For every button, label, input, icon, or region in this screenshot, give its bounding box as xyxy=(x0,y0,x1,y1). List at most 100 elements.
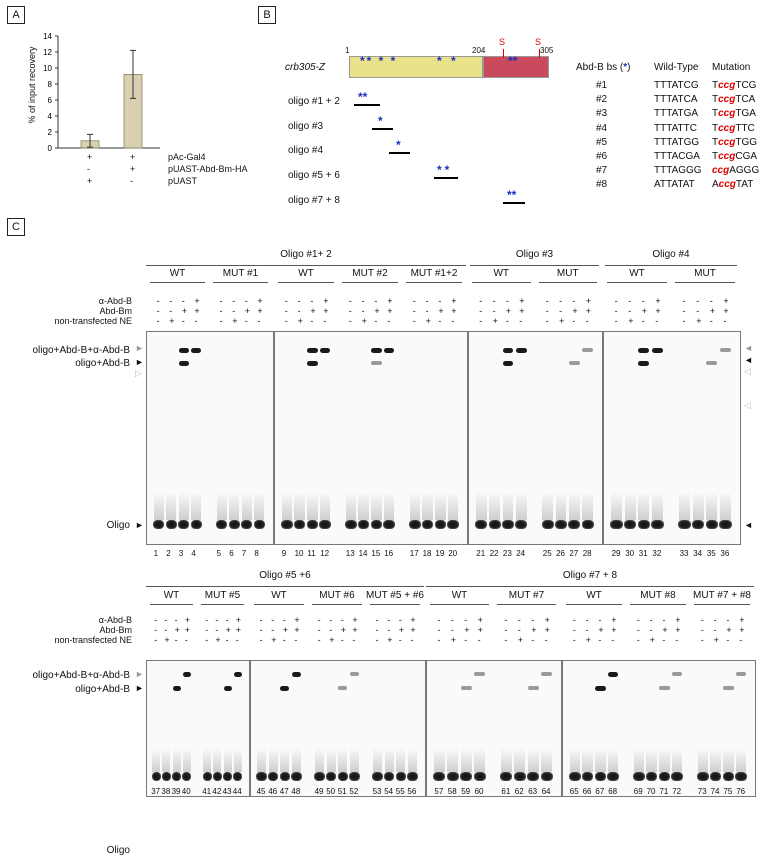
lane-number: 73 xyxy=(697,787,707,796)
shift-band xyxy=(307,361,318,366)
supershift-band xyxy=(515,348,527,353)
smear xyxy=(358,492,369,520)
sign-anti: - xyxy=(387,615,391,625)
supershift-band xyxy=(178,348,189,353)
smear xyxy=(502,492,514,520)
sign-ne: - xyxy=(739,635,743,645)
open-arrow-left: ▷ xyxy=(135,368,142,378)
sub-group-title: WT xyxy=(629,268,645,279)
oligo-label-5: oligo #7 + 8 xyxy=(288,195,340,206)
sign-abdbm: - xyxy=(329,625,333,635)
sign-ne: - xyxy=(294,635,298,645)
sign-anti: - xyxy=(726,615,730,625)
lane-number: 67 xyxy=(595,787,605,796)
bs-wildtype: TTTATCA xyxy=(654,94,698,106)
smear xyxy=(719,492,731,520)
sign-abdbm: - xyxy=(232,306,236,316)
sign-abdbm: + xyxy=(323,306,329,316)
smear xyxy=(646,748,657,772)
lane-number: 72 xyxy=(672,787,682,796)
coord-1: 1 xyxy=(345,46,350,55)
mut-prefix: T xyxy=(712,151,719,162)
smear xyxy=(541,748,552,772)
lane-number: 35 xyxy=(706,549,716,558)
condition-sign: - xyxy=(87,164,90,174)
sub-group-rule xyxy=(430,604,489,605)
sign-anti: - xyxy=(709,296,713,306)
sign-ne: + xyxy=(696,316,702,326)
mut-prefix: T xyxy=(712,122,719,134)
free-oligo-band xyxy=(314,772,325,781)
lane-number: 49 xyxy=(314,787,324,796)
sign-anti: + xyxy=(723,296,729,306)
sign-abdbm: - xyxy=(492,306,496,316)
shift-band-faint xyxy=(371,361,382,365)
shift-band xyxy=(638,361,650,366)
lane-number: 13 xyxy=(345,549,355,558)
lane-number: 50 xyxy=(326,787,336,796)
coord-204: 204 xyxy=(472,46,486,55)
sign-abdbm: + xyxy=(235,625,242,635)
lane-number: 52 xyxy=(349,787,359,796)
smear xyxy=(422,492,433,520)
sign-anti: - xyxy=(437,615,441,625)
bs-wildtype: TTTATCG xyxy=(654,80,699,91)
sign-ne: - xyxy=(340,635,344,645)
sign-abdbm: + xyxy=(572,306,578,316)
group-rule xyxy=(146,265,466,266)
free-oligo-band xyxy=(705,520,718,529)
s-site-2: S xyxy=(535,37,542,47)
sign-abdbm: + xyxy=(310,306,316,316)
row-label-ne: non-transfected NE xyxy=(54,316,132,326)
sign-anti: - xyxy=(329,615,333,625)
lane-number: 60 xyxy=(474,787,484,796)
label-oligo-bottom: Oligo xyxy=(106,845,130,856)
mut-substitution: ccg xyxy=(718,108,736,120)
supershift-band xyxy=(320,348,331,353)
smear xyxy=(203,748,212,772)
sign-abdbm: - xyxy=(154,625,158,635)
sign-abdbm: + xyxy=(244,306,251,316)
lane-number: 55 xyxy=(395,787,405,796)
lane-number: 38 xyxy=(161,787,171,796)
sign-ne: - xyxy=(156,316,160,326)
smear xyxy=(582,492,593,520)
sign-ne: - xyxy=(244,316,248,326)
free-oligo-band xyxy=(678,520,691,529)
bs-mutation: ccgAGGG xyxy=(712,165,759,176)
sign-ne: - xyxy=(374,316,378,326)
lane-number: 32 xyxy=(652,549,662,558)
sign-ne: + xyxy=(164,635,170,645)
free-oligo-band xyxy=(370,520,383,529)
mut-suffix: TCG xyxy=(735,80,757,91)
sign-abdbm: - xyxy=(504,625,508,635)
sign-abdbm: - xyxy=(437,625,441,635)
sign-anti: - xyxy=(700,615,704,625)
sign-abdbm: + xyxy=(641,306,648,316)
supershift-band xyxy=(651,348,663,353)
lane-number: 68 xyxy=(608,787,618,796)
sign-ne: - xyxy=(479,316,483,326)
sign-ne: - xyxy=(614,316,618,326)
free-oligo-band xyxy=(233,772,243,781)
oligo-sites-4: ** xyxy=(437,163,453,177)
sign-ne: - xyxy=(259,635,263,645)
lane-number: 36 xyxy=(720,549,730,558)
free-oligo-band xyxy=(637,520,650,529)
lane-number: 15 xyxy=(371,549,381,558)
sign-abdbm: + xyxy=(723,306,729,316)
free-oligo-band xyxy=(607,772,619,781)
sign-ne: - xyxy=(464,635,468,645)
sub-group-rule xyxy=(538,282,597,283)
smear xyxy=(672,748,683,772)
supershift-band-faint xyxy=(736,672,747,676)
supershift-band-faint xyxy=(672,672,683,676)
smear xyxy=(338,748,348,772)
free-oligo-band xyxy=(568,520,581,529)
sign-anti: - xyxy=(340,615,344,625)
sign-abdbm: - xyxy=(348,306,352,316)
free-oligo-band xyxy=(253,520,266,529)
sub-group-title: MUT #6 xyxy=(319,590,355,601)
sub-group-title: WT xyxy=(169,268,186,279)
sub-group-rule xyxy=(472,282,531,283)
